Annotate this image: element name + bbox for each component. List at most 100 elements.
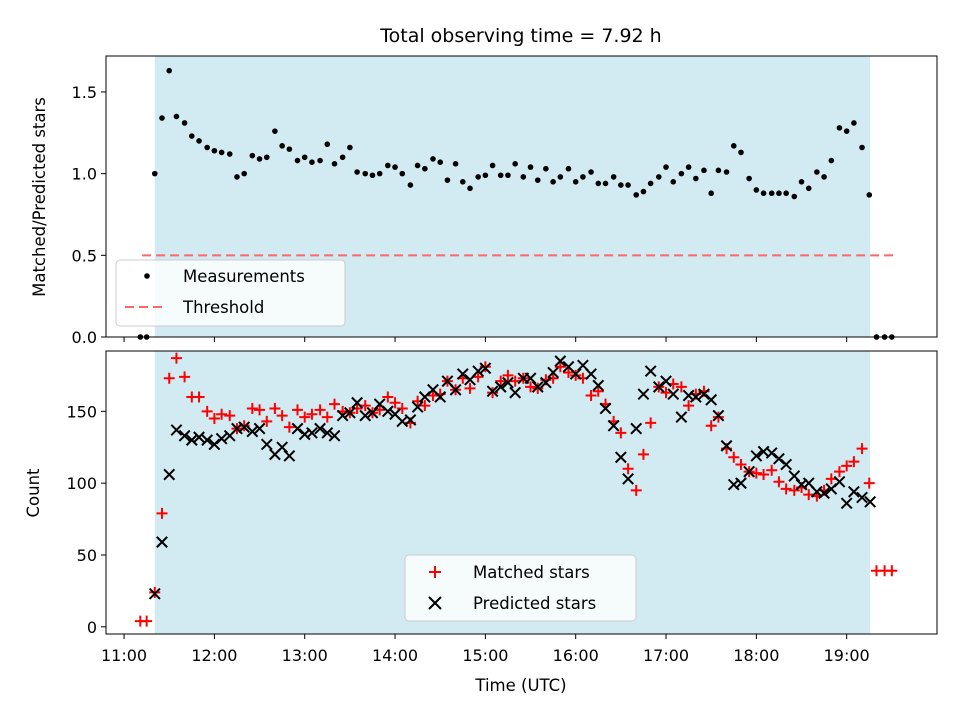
measurement-point — [791, 193, 798, 200]
predicted-star-point — [185, 434, 198, 446]
top-legend: Measurements Threshold — [115, 259, 346, 327]
matched-star-point — [261, 415, 273, 427]
predicted-star-point — [253, 422, 266, 435]
measurement-point — [821, 174, 827, 180]
matched-star-point — [788, 484, 800, 496]
matched-star-point — [276, 410, 288, 422]
predicted-star-point — [163, 468, 176, 481]
measurement-point — [859, 144, 865, 151]
measurement-point — [437, 159, 444, 165]
top-y-tick-label: 1.5 — [72, 83, 97, 102]
top-panel: 0.0 0.5 1.0 1.5 Matched/Predicted stars Mea… — [30, 55, 938, 347]
predicted-star-point — [456, 368, 469, 380]
matched-star-point — [291, 404, 303, 416]
measurement-point — [625, 182, 631, 188]
matched-star-point — [464, 382, 476, 394]
matched-star-point — [856, 443, 868, 455]
predicted-star-point — [472, 365, 485, 378]
measurement-point — [640, 188, 647, 195]
matched-star-point — [419, 400, 431, 412]
measurement-point — [701, 167, 707, 174]
measurement-point — [715, 167, 722, 174]
matched-star-point — [841, 460, 853, 472]
predicted-star-point — [856, 491, 868, 504]
predicted-star-point — [351, 396, 364, 409]
legend-matched: Matched stars — [473, 563, 590, 582]
matched-star-point — [758, 469, 770, 481]
measurement-point — [482, 172, 489, 179]
measurement-point — [693, 175, 699, 182]
predicted-star-point — [743, 465, 756, 478]
measurement-point — [760, 190, 767, 197]
bottom-legend: Matched stars Predicted stars — [404, 554, 637, 622]
measurement-point — [444, 177, 451, 183]
matched-star-point — [622, 463, 634, 475]
measurement-point — [866, 192, 873, 198]
matched-star-point — [863, 477, 875, 489]
matched-star-point — [773, 476, 785, 488]
matched-star-point — [329, 398, 341, 410]
matched-star-point — [396, 402, 408, 414]
bottom-x-ticks: 11:00 12:00 13:00 14:00 15:00 16:00 17:00 18:00… — [101, 634, 870, 665]
predicted-star-point — [328, 429, 341, 442]
predicted-star-point — [675, 411, 688, 423]
predicted-star-point — [314, 422, 326, 435]
matched-star-point — [780, 483, 792, 495]
measurement-point — [399, 170, 406, 177]
x-tick-label: 14:00 — [372, 646, 418, 665]
x-tick-label: 12:00 — [191, 646, 237, 665]
matched-star-point — [637, 448, 649, 460]
matched-star-point — [645, 417, 657, 429]
matched-star-point — [825, 473, 837, 485]
measurement-point — [234, 174, 240, 180]
predicted-star-point — [193, 431, 205, 444]
measurement-point — [301, 154, 308, 161]
bottom-y-tick-label: 50 — [77, 546, 97, 565]
measurement-point — [783, 190, 789, 197]
matched-star-point — [269, 402, 281, 414]
matched-star-point — [179, 371, 191, 383]
legend-measurements: Measurements — [183, 267, 305, 286]
bottom-axes-frame — [105, 350, 938, 635]
measurement-point — [805, 185, 812, 192]
predicted-star-point — [599, 402, 612, 415]
top-y-ticks: 0.0 0.5 1.0 1.5 — [72, 83, 106, 347]
measurement-point — [331, 161, 338, 167]
legend-predicted: Predicted stars — [473, 594, 596, 613]
top-legend-box — [115, 259, 346, 327]
top-y-tick-label: 0.0 — [72, 328, 97, 347]
measurement-point — [294, 157, 301, 164]
measurement-point — [557, 174, 564, 180]
x-tick-label: 16:00 — [553, 646, 599, 665]
predicted-star-point — [667, 388, 680, 401]
measurement-point — [489, 162, 496, 169]
predicted-star-point — [607, 419, 620, 432]
measurement-point — [475, 174, 481, 180]
measurement-point — [776, 190, 782, 197]
matched-star-point — [254, 404, 266, 416]
measurement-point — [385, 162, 391, 169]
measurement-point — [814, 169, 820, 175]
predicted-star-point — [260, 438, 273, 451]
predicted-star-point — [306, 426, 318, 439]
measurement-point — [843, 128, 850, 134]
predicted-stars-series — [148, 355, 877, 600]
matched-star-point — [675, 381, 687, 393]
measurement-point — [497, 172, 504, 179]
measurement-point — [159, 115, 165, 121]
x-tick-label: 15:00 — [462, 646, 508, 665]
measurement-point — [768, 190, 775, 197]
predicted-star-point — [321, 426, 334, 439]
measurement-point — [708, 190, 714, 197]
predicted-star-point — [246, 425, 259, 438]
measurement-point — [392, 164, 398, 170]
top-y-tick-label: 1.0 — [72, 165, 97, 184]
measurement-point — [685, 164, 692, 170]
predicted-star-point — [238, 421, 251, 434]
matched-star-point — [314, 404, 326, 416]
predicted-star-point — [434, 391, 447, 403]
measurement-point — [422, 165, 428, 172]
measurement-point — [580, 174, 586, 180]
predicted-star-point — [864, 495, 877, 508]
